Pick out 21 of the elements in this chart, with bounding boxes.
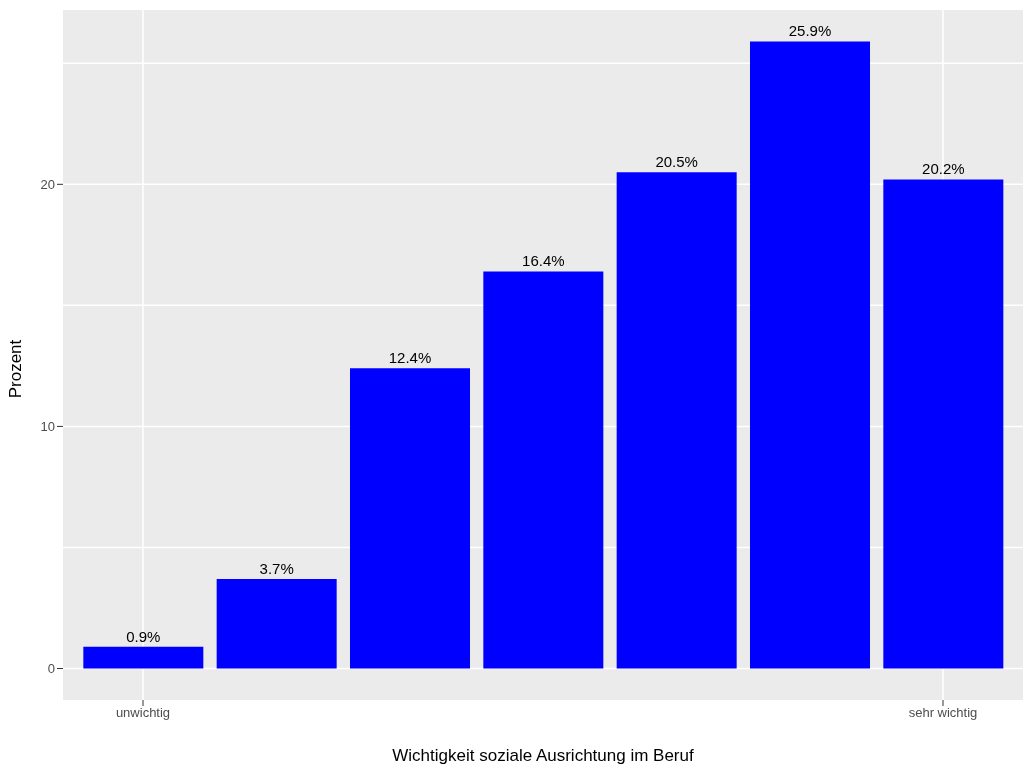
x-axis-title: Wichtigkeit soziale Ausrichtung im Beruf — [391, 746, 695, 766]
bar — [883, 179, 1004, 669]
data-label: 20.5% — [655, 153, 698, 171]
y-tick-label: 10 — [40, 419, 55, 435]
data-label: 12.4% — [388, 349, 432, 367]
bar — [83, 646, 204, 669]
data-label: 3.7% — [259, 559, 294, 577]
data-label: 20.2% — [922, 160, 965, 178]
bar — [616, 172, 737, 669]
y-tick-label: 20 — [40, 176, 55, 192]
y-tick-label: 0 — [47, 661, 55, 677]
bar — [216, 578, 337, 669]
bar — [350, 368, 470, 669]
bar — [483, 271, 604, 669]
x-tick-label: sehr wichtig — [908, 705, 978, 721]
data-label: 0.9% — [126, 627, 161, 645]
data-label: 16.4% — [522, 252, 565, 270]
y-axis-title: Prozent — [6, 339, 26, 399]
data-label: 25.9% — [788, 22, 832, 40]
bar — [750, 41, 870, 669]
x-tick-label: unwichtig — [115, 705, 171, 721]
